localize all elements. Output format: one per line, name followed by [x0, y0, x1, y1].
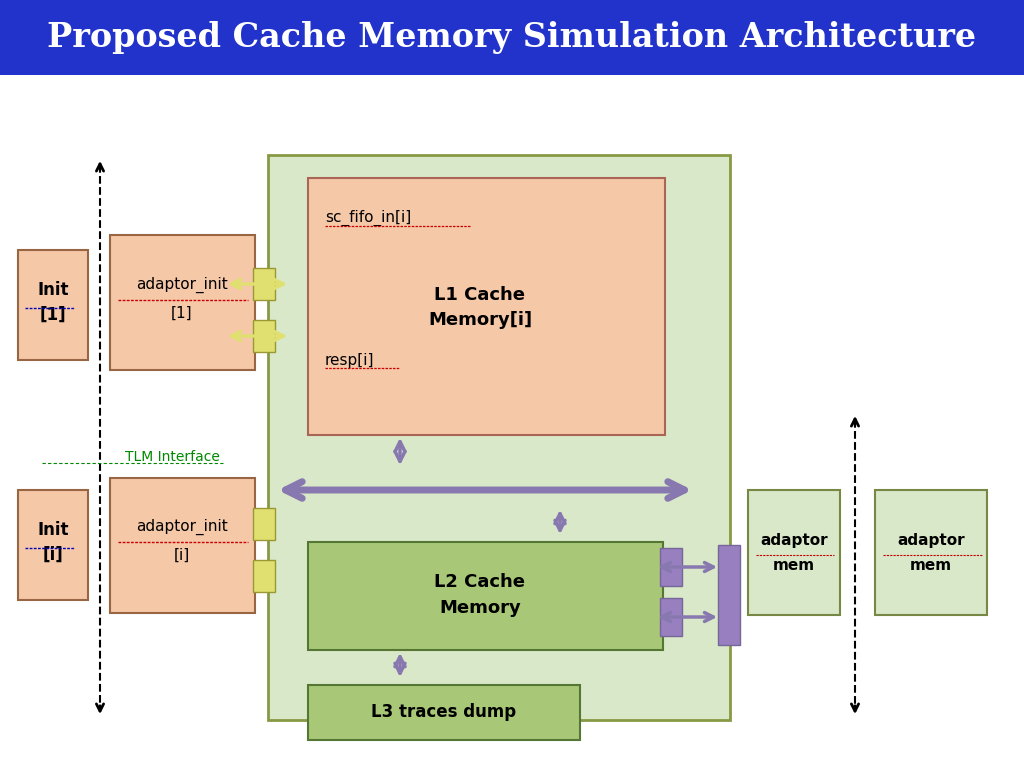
Bar: [253, 508, 275, 540]
Bar: [253, 320, 275, 352]
Bar: [308, 542, 663, 650]
Text: TLM Interface: TLM Interface: [125, 450, 220, 464]
Text: mem: mem: [910, 558, 952, 572]
Bar: [268, 155, 730, 720]
Bar: [110, 235, 255, 370]
Text: L1 Cache: L1 Cache: [434, 286, 525, 304]
Text: adaptor_init: adaptor_init: [136, 519, 228, 535]
Bar: [660, 548, 682, 586]
Bar: [253, 560, 275, 592]
Bar: [308, 685, 580, 740]
Text: resp[i]: resp[i]: [325, 353, 375, 368]
Bar: [660, 598, 682, 636]
Bar: [748, 490, 840, 615]
Text: [1]: [1]: [171, 306, 193, 320]
Text: mem: mem: [773, 558, 815, 572]
Text: Memory: Memory: [439, 599, 521, 617]
Text: [1]: [1]: [40, 306, 67, 324]
Bar: [718, 545, 740, 645]
Text: [i]: [i]: [43, 546, 63, 564]
Text: adaptor: adaptor: [897, 532, 965, 548]
Text: L2 Cache: L2 Cache: [434, 573, 525, 591]
Bar: [18, 490, 88, 600]
Text: Proposed Cache Memory Simulation Architecture: Proposed Cache Memory Simulation Archite…: [47, 21, 977, 54]
Bar: [0, 0, 1024, 75]
Text: Init: Init: [37, 281, 69, 299]
Text: sc_fifo_in[i]: sc_fifo_in[i]: [325, 210, 412, 226]
Bar: [308, 178, 665, 435]
Text: adaptor_init: adaptor_init: [136, 277, 228, 293]
Text: adaptor: adaptor: [760, 532, 827, 548]
Text: Init: Init: [37, 521, 69, 539]
Bar: [110, 478, 255, 613]
Bar: [874, 490, 987, 615]
Text: [i]: [i]: [174, 548, 190, 562]
Bar: [253, 268, 275, 300]
Text: Memory[i]: Memory[i]: [428, 311, 532, 329]
Bar: [18, 250, 88, 360]
Text: L3 traces dump: L3 traces dump: [372, 703, 516, 721]
